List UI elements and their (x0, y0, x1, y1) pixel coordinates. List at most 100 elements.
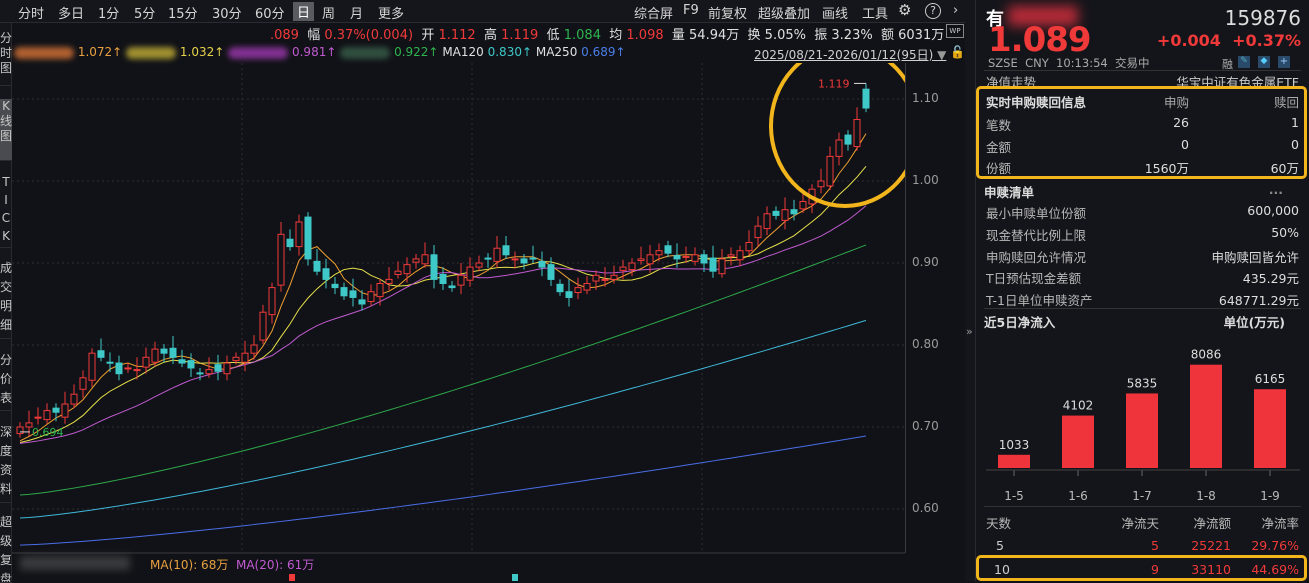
side-tab[interactable]: 超级复盘 (0, 515, 12, 583)
toolbar-button[interactable]: 工具 (862, 7, 889, 22)
price-tick: 0.80 (912, 337, 939, 351)
inflow-bar (1190, 364, 1222, 468)
toolbar-button[interactable]: 前复权 (708, 7, 748, 22)
help-icon[interactable]: ? (925, 3, 941, 19)
panel-splitter[interactable]: » (965, 0, 975, 581)
wp-icon[interactable]: WP (946, 24, 964, 38)
toolbar-button[interactable]: 综合屏 (634, 7, 674, 22)
candle-body (682, 255, 690, 258)
candle-body (529, 257, 537, 260)
candle-body (142, 356, 150, 368)
highlight-box (976, 555, 1307, 581)
list-label: 申购赎回允许情况 (986, 250, 1087, 265)
candle-body (250, 344, 258, 354)
candle-body (583, 283, 591, 291)
edit-icon[interactable]: ✎ (1238, 56, 1250, 68)
candle-body (304, 216, 312, 260)
flow-unit: 单位(万元) (1223, 315, 1285, 330)
highlight-box (976, 86, 1307, 179)
vol-ma10: MA(10): 68万 (150, 558, 229, 572)
candle-body (484, 257, 492, 260)
rt-label: 份额 (986, 161, 1012, 176)
more-button[interactable]: ... (1268, 182, 1283, 197)
candle-body (295, 221, 303, 248)
list-row: T-1日单位申赎资产 648771.29元 (986, 290, 1299, 310)
side-tab[interactable]: 分时图 (0, 31, 12, 86)
plus-icon[interactable]: + (1278, 56, 1290, 68)
candle-body (322, 268, 330, 280)
price-tick: 0.90 (912, 255, 939, 269)
period-tab[interactable]: 月 (350, 7, 364, 22)
kline-chart[interactable]: 1.119 0.694 (12, 63, 905, 581)
candle-body (169, 347, 177, 358)
summary-cell: 25221 (1191, 538, 1231, 553)
list-value: 申购赎回皆允许 (1211, 250, 1299, 265)
candle-body (52, 407, 60, 413)
candle-body (745, 242, 753, 252)
security-name: 有 (986, 9, 1004, 30)
nav-label: 净值走势 (986, 75, 1037, 86)
side-tab[interactable]: 成交明细 (0, 259, 12, 339)
list-header: 申赎清单... (984, 182, 1299, 202)
rt-label: 金额 (986, 140, 1012, 155)
period-tab[interactable]: 1分 (98, 7, 120, 22)
candle-body (646, 254, 654, 265)
period-tab[interactable]: 分时 (18, 7, 45, 22)
period-tab[interactable]: 30分 (212, 7, 242, 22)
price-value: .089 (270, 28, 299, 43)
summary-cell: 5 (996, 538, 1004, 553)
change-pct: +0.37% (1232, 31, 1301, 50)
summary-header-cell: 净流天 (1121, 516, 1159, 531)
candle-body (502, 245, 510, 256)
candle-body (763, 213, 771, 230)
price-tick: 0.60 (912, 501, 939, 515)
rt-row: 笔数 26 1 (986, 115, 1299, 135)
candle-body (70, 393, 78, 405)
period-more[interactable]: 更多 (378, 7, 405, 22)
toolbar-button[interactable]: 画线 (822, 7, 849, 22)
side-tab[interactable]: 深度资料 (0, 423, 12, 503)
lock-icon[interactable]: 🔓 (950, 45, 965, 59)
candle-body (376, 283, 384, 298)
candle-body (349, 290, 357, 298)
expand-icon[interactable]: » (966, 325, 973, 338)
toolbar-button[interactable]: F9 (683, 3, 699, 18)
period-tab[interactable]: 5分 (134, 7, 156, 22)
chevron-right-icon[interactable]: › (953, 3, 959, 18)
date-range-selector[interactable]: 2025/08/21-2026/01/12(95日) ▼ (754, 48, 947, 62)
period-tab-day[interactable]: 日 (293, 2, 315, 21)
candle-body (367, 291, 375, 303)
volume-bar (289, 574, 295, 581)
candle-body (34, 416, 42, 419)
side-tab[interactable]: 分价表 (0, 351, 12, 411)
period-tab[interactable]: 周 (322, 7, 336, 22)
rt-header: 实时申购赎回信息 申购 赎回 (986, 92, 1299, 112)
ma120-label: MA120 (442, 45, 484, 59)
nav-row[interactable]: 净值走势 华宝中证有色金属ETF (986, 72, 1299, 86)
candle-body (133, 369, 141, 372)
candle-body (466, 266, 474, 281)
amount-label: 额 (880, 28, 894, 43)
bell-icon[interactable]: ◆ (1258, 56, 1270, 68)
inflow-value: 8086 (1191, 348, 1222, 362)
candle-body (700, 254, 708, 264)
list-value: 648771.29元 (1218, 293, 1299, 308)
period-tab[interactable]: 15分 (168, 7, 198, 22)
list-row: 最小申赎单位份额 600,000 (986, 203, 1299, 223)
candle-body (592, 274, 600, 282)
fund-name: 华宝中证有色金属ETF (1176, 75, 1299, 86)
rt-red-header: 赎回 (1273, 95, 1299, 110)
inflow-bar (1062, 415, 1094, 468)
summary-cell: 9 (1151, 562, 1159, 577)
candle-body (826, 155, 834, 187)
toolbar-button[interactable]: 超级叠加 (758, 7, 811, 22)
candle-body (151, 348, 159, 363)
period-tab[interactable]: 多日 (58, 7, 85, 22)
gear-icon[interactable]: ⚙ (898, 1, 912, 19)
price-change: +0.004 +0.37% (1157, 31, 1301, 50)
low-value: 1.084 (563, 28, 601, 43)
period-tab[interactable]: 60分 (255, 7, 285, 22)
ma60-value: 0.922↑ (394, 45, 439, 59)
